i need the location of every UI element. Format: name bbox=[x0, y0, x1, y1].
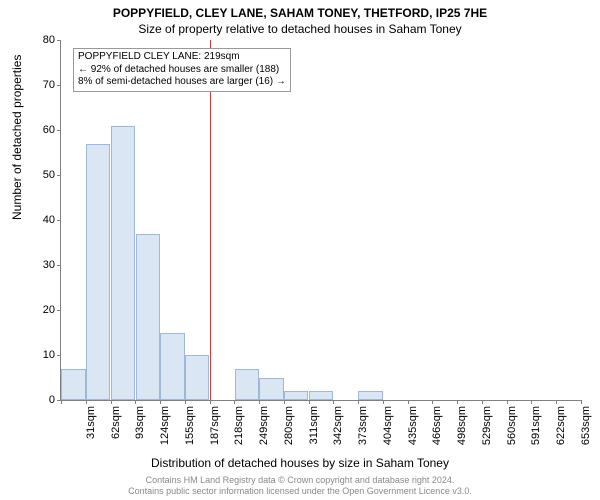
copyright-line2: Contains public sector information licen… bbox=[128, 486, 472, 496]
xtick-label: 187sqm bbox=[209, 406, 221, 446]
ytick-label: 80 bbox=[43, 34, 55, 46]
bar bbox=[284, 391, 308, 400]
ytick-label: 30 bbox=[43, 259, 55, 271]
bar bbox=[136, 234, 160, 401]
xtick-mark bbox=[507, 400, 508, 404]
bar bbox=[235, 369, 259, 401]
infobox-line3: 8% of semi-detached houses are larger (1… bbox=[78, 76, 286, 89]
ytick-label: 70 bbox=[43, 79, 55, 91]
infobox-line2: ← 92% of detached houses are smaller (18… bbox=[78, 64, 286, 77]
xtick-mark bbox=[457, 400, 458, 404]
xtick-label: 342sqm bbox=[332, 406, 344, 446]
plot-area: POPPYFIELD CLEY LANE: 219sqm← 92% of det… bbox=[60, 40, 581, 401]
xtick-label: 404sqm bbox=[382, 406, 394, 446]
xtick-label: 591sqm bbox=[530, 406, 542, 446]
ytick-mark bbox=[57, 310, 61, 311]
ytick-label: 10 bbox=[43, 349, 55, 361]
info-box: POPPYFIELD CLEY LANE: 219sqm← 92% of det… bbox=[73, 48, 291, 92]
ytick-label: 60 bbox=[43, 124, 55, 136]
xtick-mark bbox=[259, 400, 260, 404]
ytick-mark bbox=[57, 85, 61, 86]
bar bbox=[309, 391, 333, 400]
xtick-label: 124sqm bbox=[159, 406, 171, 446]
copyright-text: Contains HM Land Registry data © Crown c… bbox=[0, 475, 600, 497]
xtick-label: 653sqm bbox=[580, 406, 592, 446]
xtick-label: 529sqm bbox=[481, 406, 493, 446]
ytick-mark bbox=[57, 355, 61, 356]
ytick-label: 50 bbox=[43, 169, 55, 181]
xtick-label: 155sqm bbox=[184, 406, 196, 446]
xtick-mark bbox=[432, 400, 433, 404]
xtick-mark bbox=[358, 400, 359, 404]
xtick-label: 62sqm bbox=[110, 406, 122, 446]
xtick-mark bbox=[531, 400, 532, 404]
xtick-mark bbox=[234, 400, 235, 404]
xtick-label: 280sqm bbox=[283, 406, 295, 446]
xtick-mark bbox=[309, 400, 310, 404]
ytick-label: 20 bbox=[43, 304, 55, 316]
xtick-label: 93sqm bbox=[134, 406, 146, 446]
ytick-label: 40 bbox=[43, 214, 55, 226]
xtick-label: 249sqm bbox=[258, 406, 270, 446]
xtick-label: 218sqm bbox=[233, 406, 245, 446]
bar bbox=[111, 126, 135, 401]
xtick-mark bbox=[135, 400, 136, 404]
xtick-label: 560sqm bbox=[506, 406, 518, 446]
bar bbox=[259, 378, 283, 401]
xtick-mark bbox=[111, 400, 112, 404]
x-axis-label: Distribution of detached houses by size … bbox=[0, 456, 600, 470]
xtick-label: 498sqm bbox=[456, 406, 468, 446]
chart-container: POPPYFIELD, CLEY LANE, SAHAM TONEY, THET… bbox=[0, 0, 600, 500]
ytick-mark bbox=[57, 265, 61, 266]
ytick-mark bbox=[57, 175, 61, 176]
xtick-label: 435sqm bbox=[407, 406, 419, 446]
xtick-mark bbox=[482, 400, 483, 404]
bar bbox=[160, 333, 184, 401]
xtick-mark bbox=[160, 400, 161, 404]
xtick-mark bbox=[210, 400, 211, 404]
reference-line bbox=[210, 40, 211, 400]
xtick-mark bbox=[333, 400, 334, 404]
copyright-line1: Contains HM Land Registry data © Crown c… bbox=[146, 475, 455, 485]
xtick-mark bbox=[408, 400, 409, 404]
xtick-mark bbox=[383, 400, 384, 404]
ytick-mark bbox=[57, 130, 61, 131]
bar bbox=[86, 144, 110, 401]
xtick-mark bbox=[86, 400, 87, 404]
bar bbox=[358, 391, 382, 400]
ytick-mark bbox=[57, 40, 61, 41]
xtick-label: 466sqm bbox=[431, 406, 443, 446]
ytick-mark bbox=[57, 220, 61, 221]
chart-title-main: POPPYFIELD, CLEY LANE, SAHAM TONEY, THET… bbox=[0, 6, 600, 20]
xtick-label: 31sqm bbox=[85, 406, 97, 446]
bar bbox=[61, 369, 85, 401]
xtick-mark bbox=[61, 400, 62, 404]
xtick-mark bbox=[581, 400, 582, 404]
ytick-label: 0 bbox=[49, 394, 55, 406]
xtick-label: 622sqm bbox=[555, 406, 567, 446]
chart-title-sub: Size of property relative to detached ho… bbox=[0, 22, 600, 36]
y-axis-label: Number of detached properties bbox=[10, 55, 24, 220]
xtick-mark bbox=[556, 400, 557, 404]
xtick-label: 311sqm bbox=[308, 406, 320, 446]
xtick-mark bbox=[284, 400, 285, 404]
infobox-line1: POPPYFIELD CLEY LANE: 219sqm bbox=[78, 51, 286, 64]
xtick-label: 373sqm bbox=[357, 406, 369, 446]
bar bbox=[185, 355, 209, 400]
xtick-mark bbox=[185, 400, 186, 404]
